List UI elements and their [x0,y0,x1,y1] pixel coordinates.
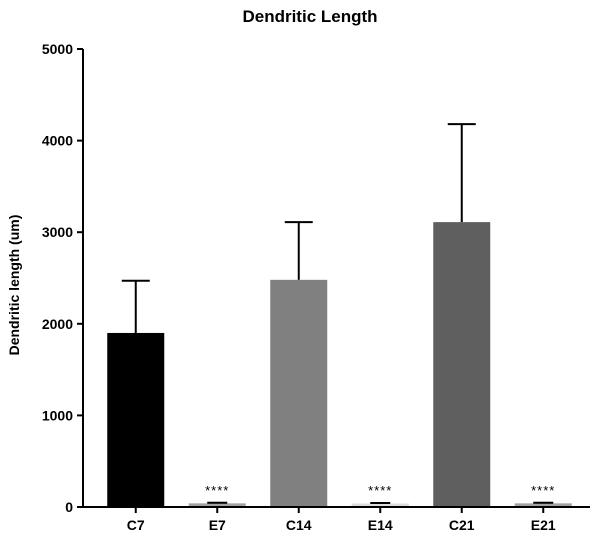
y-tick-label-0: 0 [65,499,73,515]
significance-E21: **** [531,483,555,498]
y-tick-label-1: 1000 [42,407,73,423]
bar-E7 [188,503,246,507]
chart-title: Dendritic Length [242,7,377,26]
y-axis-ticks: 0 1000 2000 3000 4000 5000 [42,41,83,515]
x-tick-label-E7: E7 [209,517,226,533]
bars: **** **** **** [107,123,572,507]
x-tick-label-E21: E21 [531,517,556,533]
y-tick-label-5: 5000 [42,41,73,57]
y-tick-label-4: 4000 [42,133,73,149]
significance-E14: **** [368,483,392,498]
x-axis-ticks: C7 E7 C14 E14 C21 E21 [127,507,556,533]
x-tick-label-C7: C7 [127,517,145,533]
y-axis-label: Dendritic length (um) [6,215,22,356]
y-tick-label-3: 3000 [42,224,73,240]
y-tick-label-2: 2000 [42,316,73,332]
bar-C14 [270,279,328,507]
x-tick-label-E14: E14 [368,517,393,533]
x-tick-label-C21: C21 [449,517,475,533]
bar-C21 [433,222,491,507]
significance-E7: **** [205,483,229,498]
x-tick-label-C14: C14 [286,517,312,533]
bar-C7 [107,332,165,507]
bar-E14 [351,503,409,507]
bar-E21 [514,503,572,507]
